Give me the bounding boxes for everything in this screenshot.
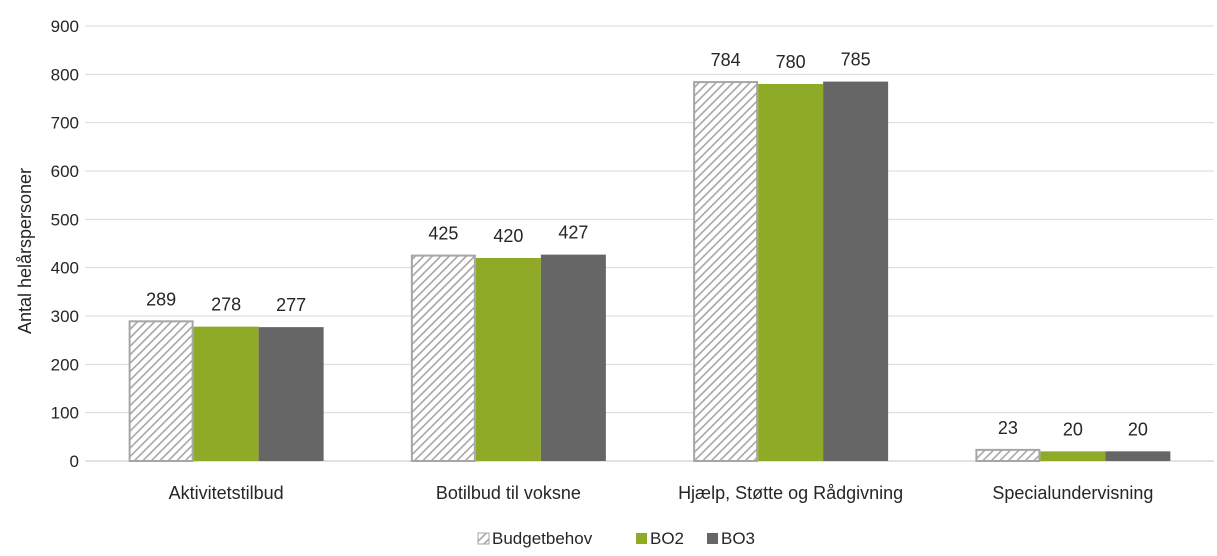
bar-bo3-0 [258, 327, 324, 461]
data-label: 20 [1128, 419, 1148, 439]
legend-label: BO2 [650, 529, 684, 548]
y-tick-label: 0 [70, 452, 79, 471]
x-tick-label: Botilbud til voksne [436, 483, 581, 503]
y-tick-label: 200 [51, 355, 79, 374]
x-tick-label: Specialundervisning [992, 483, 1153, 503]
y-tick-label: 600 [51, 162, 79, 181]
bar-budgetbehov-2 [693, 81, 759, 462]
x-tick-label: Hjælp, Støtte og Rådgivning [678, 483, 903, 503]
bars [128, 81, 1171, 463]
x-tick-label: Aktivitetstilbud [169, 483, 284, 503]
bar-bo2-0 [193, 326, 259, 461]
bar-budgetbehov-1 [410, 254, 476, 462]
y-tick-label: 100 [51, 404, 79, 423]
data-label: 785 [841, 50, 871, 70]
legend-label: BO3 [721, 529, 755, 548]
legend-swatch-bo2 [636, 533, 647, 544]
data-labels: 289 278 277 425 420 427 784 780 785 23 20 20 [146, 50, 1148, 440]
data-label: 278 [211, 295, 241, 315]
data-label: 780 [776, 52, 806, 72]
legend-swatch-bo3 [707, 533, 718, 544]
bar-budgetbehov-3 [975, 448, 1041, 462]
bar-bo3-3 [1105, 451, 1171, 461]
y-axis-ticks: 0 100 200 300 400 500 600 700 800 900 [51, 17, 79, 471]
x-axis-ticks: Aktivitetstilbud Botilbud til voksne Hjælp… [169, 483, 1154, 503]
legend: Budgetbehov BO2 BO3 [477, 529, 755, 548]
data-label: 23 [998, 418, 1018, 438]
y-axis-label: Antal helårspersoner [15, 168, 35, 334]
y-tick-label: 300 [51, 307, 79, 326]
y-tick-label: 900 [51, 17, 79, 36]
bar-budgetbehov-0 [128, 320, 194, 463]
legend-swatch-budgetbehov [477, 532, 490, 545]
y-tick-label: 500 [51, 210, 79, 229]
y-tick-label: 400 [51, 259, 79, 278]
y-tick-label: 800 [51, 65, 79, 84]
bar-bo3-2 [823, 81, 889, 461]
data-label: 427 [558, 223, 588, 243]
data-label: 289 [146, 289, 176, 309]
legend-label: Budgetbehov [492, 529, 593, 548]
data-label: 425 [428, 224, 458, 244]
bar-bo2-2 [758, 84, 824, 461]
bar-bo2-3 [1040, 451, 1106, 461]
bar-bo3-1 [540, 254, 606, 461]
data-label: 784 [711, 50, 741, 70]
data-label: 420 [493, 226, 523, 246]
data-label: 20 [1063, 419, 1083, 439]
y-tick-label: 700 [51, 114, 79, 133]
data-label: 277 [276, 295, 306, 315]
bar-bo2-1 [475, 258, 541, 461]
